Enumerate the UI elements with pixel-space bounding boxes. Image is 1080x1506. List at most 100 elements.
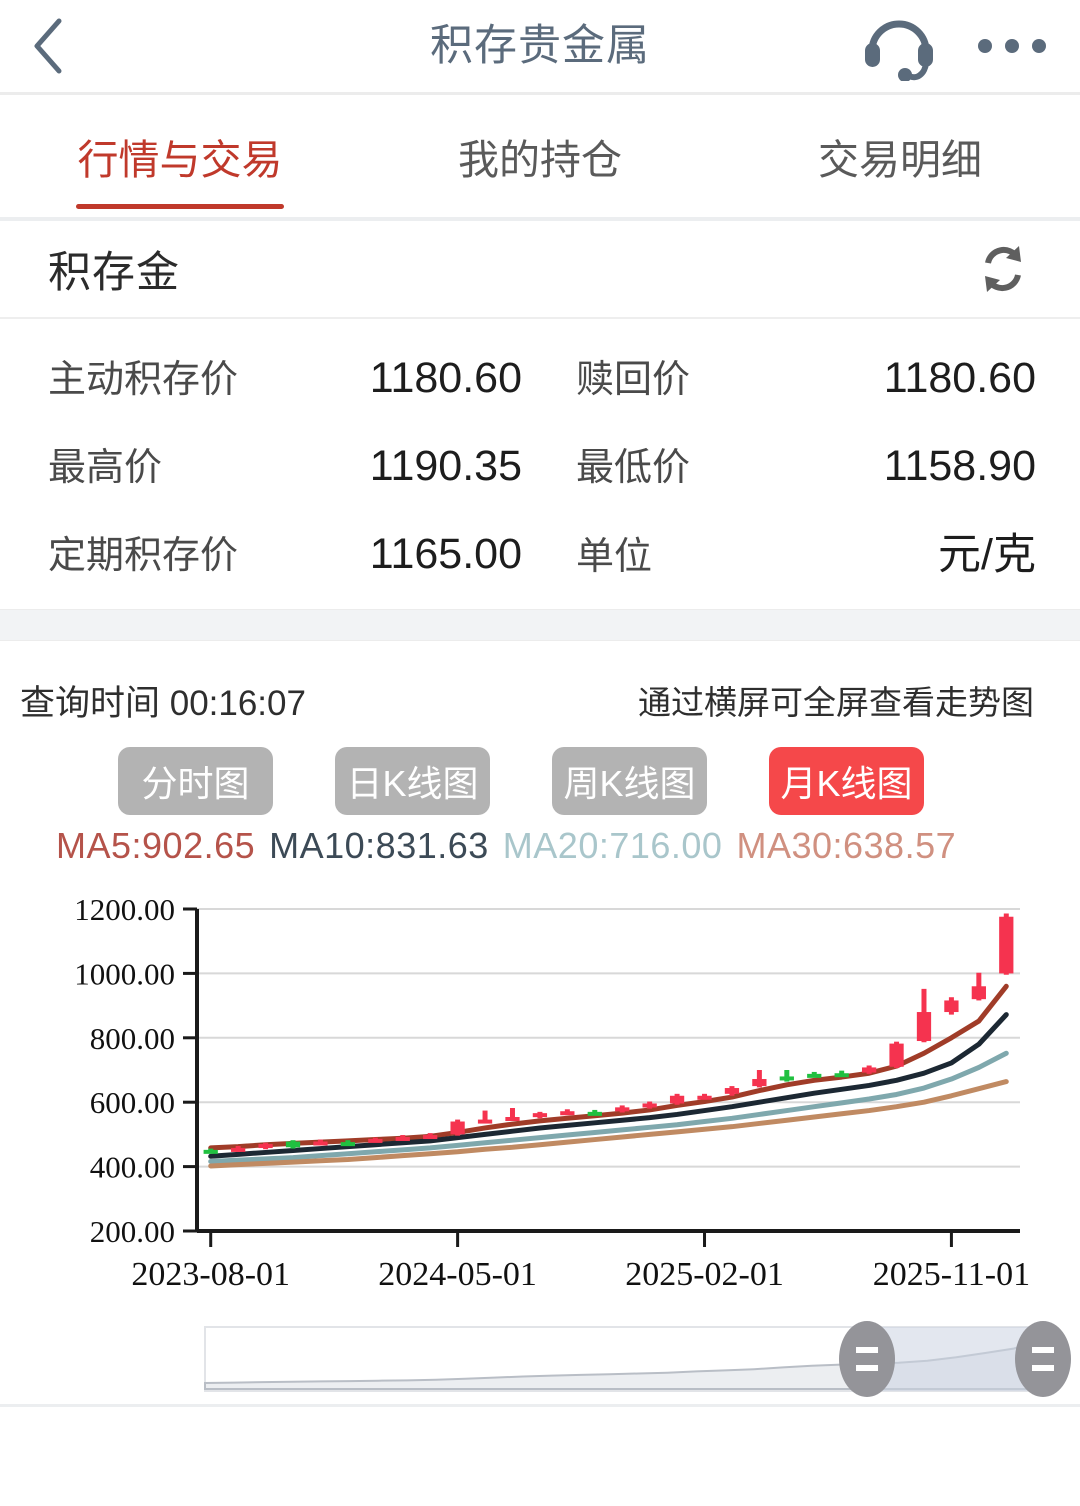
chevron-left-icon — [34, 18, 62, 74]
refresh-icon — [985, 246, 1021, 292]
product-header-rule — [0, 317, 1080, 319]
page-title: 积存贵金属 — [430, 22, 650, 70]
period-button-label: 日K线图 — [346, 763, 479, 804]
candle-body — [368, 1138, 383, 1143]
query-time: 查询时间 00:16:07 — [20, 683, 306, 723]
y-axis-tick-label: 400.00 — [90, 1150, 175, 1185]
candle-body — [340, 1142, 356, 1147]
refresh-button[interactable] — [972, 238, 1034, 300]
candlestick-plot[interactable]: 1200.00 1000.00 800.00 600.00 400.00 200.00 20… — [0, 881, 1080, 1321]
tab-bar-bottom-border — [0, 217, 1080, 221]
tab-transaction-details[interactable]: 交易明细 — [720, 95, 1080, 217]
price-label: 主动积存价 — [48, 358, 239, 401]
tab-my-holdings[interactable]: 我的持仓 — [360, 95, 720, 217]
table-row: 定期积存价 1165.00 单位 元/克 — [48, 507, 1036, 595]
back-button[interactable] — [0, 0, 96, 92]
candle-body — [203, 1149, 218, 1154]
headset-icon — [865, 20, 933, 82]
slider-handle-right — [1015, 1321, 1071, 1397]
price-cell-unit: 单位 元/克 — [542, 520, 1036, 582]
price-cell-high: 最高价 1190.35 — [48, 436, 542, 491]
candle-body — [697, 1095, 712, 1100]
period-button-intraday[interactable]: 分时图 — [118, 747, 273, 815]
price-label: 定期积存价 — [48, 534, 239, 577]
table-row: 主动积存价 1180.60 赎回价 1180.60 — [48, 331, 1036, 419]
price-cell-low: 最低价 1158.90 — [542, 436, 1036, 491]
tab-market-and-trade[interactable]: 行情与交易 — [0, 95, 360, 217]
legend-ma10: MA10:831.63 — [269, 825, 489, 866]
x-axis-tick-label: 2023-08-01 — [131, 1256, 290, 1293]
candle-body — [971, 986, 986, 1000]
product-header: 积存金 — [0, 221, 1080, 317]
y-axis-tick-label: 1200.00 — [74, 892, 175, 927]
top-navigation-bar: 积存贵金属 — [0, 0, 1080, 92]
period-button-label: 周K线图 — [563, 763, 696, 804]
candle-body — [258, 1144, 273, 1149]
tab-label: 我的持仓 — [458, 137, 622, 183]
candle-body — [834, 1073, 849, 1078]
tab-label: 行情与交易 — [77, 137, 283, 183]
customer-support-button[interactable] — [860, 7, 938, 86]
candle-body — [669, 1095, 685, 1104]
chart-meta-row: 查询时间 00:16:07 通过横屏可全屏查看走势图 — [0, 669, 1080, 731]
y-axis-tick-label: 1000.00 — [74, 956, 175, 991]
candle-body — [477, 1119, 493, 1124]
candle-body — [916, 1012, 932, 1042]
more-menu-button[interactable] — [978, 39, 1046, 53]
candle-body — [807, 1073, 822, 1078]
x-axis-tick-label: 2025-02-01 — [625, 1256, 784, 1293]
candle-body — [532, 1113, 548, 1118]
ma-line-ma20 — [208, 1050, 1009, 1164]
y-axis-tick-label: 600.00 — [90, 1085, 175, 1120]
slider-handle-left — [839, 1321, 896, 1397]
period-button-daily-k[interactable]: 日K线图 — [335, 747, 490, 815]
legend-ma30: MA30:638.57 — [736, 825, 957, 866]
period-button-label: 月K线图 — [780, 763, 913, 804]
ma-line-ma10 — [208, 1012, 1009, 1159]
slider-selected-window — [867, 1327, 1043, 1391]
x-axis-tick-label: 2024-05-01 — [378, 1256, 537, 1293]
price-label: 最低价 — [576, 446, 691, 489]
price-label: 最高价 — [48, 446, 163, 489]
candle-body — [231, 1147, 246, 1152]
candle-body — [560, 1111, 575, 1116]
chart-section: 查询时间 00:16:07 通过横屏可全屏查看走势图 分时图 日K线图 周K线图… — [0, 641, 1080, 1407]
more-dots-icon — [978, 39, 992, 53]
landscape-hint: 通过横屏可全屏查看走势图 — [638, 684, 1034, 721]
period-button-group: 分时图 日K线图 周K线图 月K线图 — [0, 731, 1080, 815]
y-axis-tick-label: 200.00 — [90, 1214, 175, 1249]
range-slider-svg — [204, 1321, 1071, 1397]
table-row: 最高价 1190.35 最低价 1158.90 — [48, 419, 1036, 507]
price-cell-redemption: 赎回价 1180.60 — [542, 348, 1036, 403]
candle-body — [313, 1141, 328, 1146]
legend-ma20: MA20:716.00 — [502, 825, 723, 866]
navbar-divider — [0, 92, 1080, 95]
legend-ma5: MA5:902.65 — [56, 825, 256, 866]
chart-range-slider[interactable] — [0, 1321, 1080, 1407]
candlestick-svg: 1200.00 1000.00 800.00 600.00 400.00 200.00 20… — [74, 892, 1030, 1293]
candle-body — [889, 1043, 904, 1067]
candle-body — [861, 1067, 877, 1073]
section-divider — [0, 609, 1080, 641]
candle-body — [779, 1076, 794, 1081]
candle-body — [944, 1000, 959, 1013]
price-value: 1190.35 — [369, 441, 522, 490]
tab-label: 交易明细 — [818, 137, 982, 183]
product-name: 积存金 — [48, 249, 180, 297]
price-table: 主动积存价 1180.60 赎回价 1180.60 最高价 1190.35 最低… — [0, 319, 1080, 609]
period-button-label: 分时图 — [141, 763, 250, 804]
more-dots-icon — [1032, 39, 1046, 53]
candle-body — [724, 1088, 740, 1094]
x-axis-tick-label: 2025-11-01 — [873, 1256, 1030, 1293]
candle-body — [999, 916, 1014, 974]
tab-bar: 行情与交易 我的持仓 交易明细 — [0, 95, 1080, 217]
candle-body — [587, 1111, 602, 1116]
candle-body — [450, 1121, 465, 1135]
candle-body — [505, 1117, 520, 1122]
price-cell-fixed-deposit: 定期积存价 1165.00 — [48, 524, 542, 579]
ma-legend: MA5:902.65 MA10:831.63 MA20:716.00 MA30:638… — [0, 815, 1080, 867]
ma-line-ma30 — [208, 1079, 1009, 1169]
y-axis-tick-label: 800.00 — [90, 1021, 175, 1056]
period-button-weekly-k[interactable]: 周K线图 — [552, 747, 707, 815]
period-button-monthly-k[interactable]: 月K线图 — [769, 747, 924, 815]
